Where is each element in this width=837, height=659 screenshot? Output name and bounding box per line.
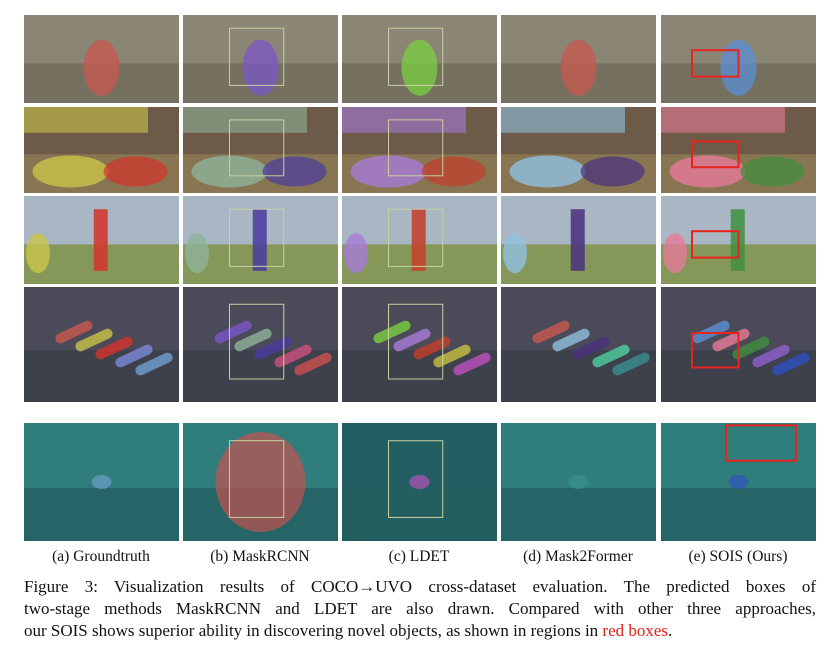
mask: [234, 328, 272, 352]
panel-ground: [501, 487, 656, 541]
mask: [55, 320, 93, 344]
red-box: [691, 230, 740, 259]
mask: [262, 156, 327, 187]
figure-panels: [24, 15, 816, 541]
mask: [663, 233, 687, 274]
mask: [344, 233, 368, 274]
red-box: [691, 332, 740, 369]
mask: [26, 233, 50, 274]
caption-line: our SOIS shows superior ability in disco…: [24, 621, 816, 641]
caption-text: our SOIS shows superior ability in disco…: [24, 621, 603, 640]
mask: [592, 344, 630, 368]
caption-highlight: red boxes: [602, 621, 669, 640]
panel-ground: [24, 487, 179, 541]
mask: [772, 352, 810, 376]
column-label: (e) SOIS (Ours): [688, 548, 788, 565]
mask: [572, 336, 610, 360]
column-label: (c) LDET: [388, 548, 450, 565]
red-box: [691, 49, 740, 78]
mask: [393, 328, 431, 352]
mask: [532, 320, 570, 344]
mask: [95, 336, 133, 360]
mask: [501, 107, 625, 133]
mask: [185, 233, 209, 274]
pred-box: [388, 440, 444, 518]
pred-box: [229, 440, 285, 518]
mask: [728, 475, 749, 489]
mask: [75, 328, 113, 352]
mask: [32, 155, 109, 188]
mask: [294, 352, 332, 376]
mask: [552, 328, 590, 352]
mask: [453, 352, 491, 376]
panel-ground: [342, 487, 497, 541]
mask: [215, 432, 306, 532]
column-label: (a) Groundtruth: [52, 548, 150, 565]
mask: [91, 475, 112, 489]
mask: [568, 475, 589, 489]
pred-box: [229, 303, 285, 380]
mask: [135, 352, 173, 376]
mask: [509, 155, 586, 188]
mask: [570, 209, 585, 271]
pred-box: [229, 208, 285, 267]
caption-line: two-stage methods MaskRCNN and LDET are …: [24, 599, 816, 618]
mask: [712, 328, 750, 352]
mask: [24, 107, 148, 133]
mask: [409, 475, 430, 489]
mask: [411, 209, 426, 271]
mask: [401, 39, 438, 96]
pred-box: [229, 27, 285, 86]
mask: [115, 344, 153, 368]
mask: [661, 107, 785, 133]
mask: [252, 209, 267, 271]
mask: [93, 209, 108, 271]
mask: [83, 39, 120, 96]
panel-ground: [661, 487, 816, 541]
mask: [421, 156, 486, 187]
mask: [373, 320, 411, 344]
mask: [669, 155, 746, 188]
red-box: [691, 140, 740, 169]
mask: [612, 352, 650, 376]
caption-line: Figure 3: Visualization results of COCO→…: [24, 577, 816, 596]
pred-box: [388, 303, 444, 380]
caption-text: .: [668, 621, 673, 640]
pred-box: [229, 119, 285, 177]
mask: [242, 39, 279, 96]
mask: [560, 39, 597, 96]
mask: [103, 156, 168, 187]
mask: [254, 336, 292, 360]
pred-box: [388, 208, 444, 267]
mask: [503, 233, 527, 274]
mask: [740, 156, 805, 187]
column-label: (b) MaskRCNN: [210, 548, 310, 565]
red-box: [725, 424, 797, 462]
mask: [413, 336, 451, 360]
pred-box: [388, 119, 444, 177]
mask: [752, 344, 790, 368]
pred-box: [388, 27, 444, 86]
mask: [214, 320, 252, 344]
column-label: (d) Mask2Former: [523, 548, 633, 565]
mask: [732, 336, 770, 360]
mask: [580, 156, 645, 187]
